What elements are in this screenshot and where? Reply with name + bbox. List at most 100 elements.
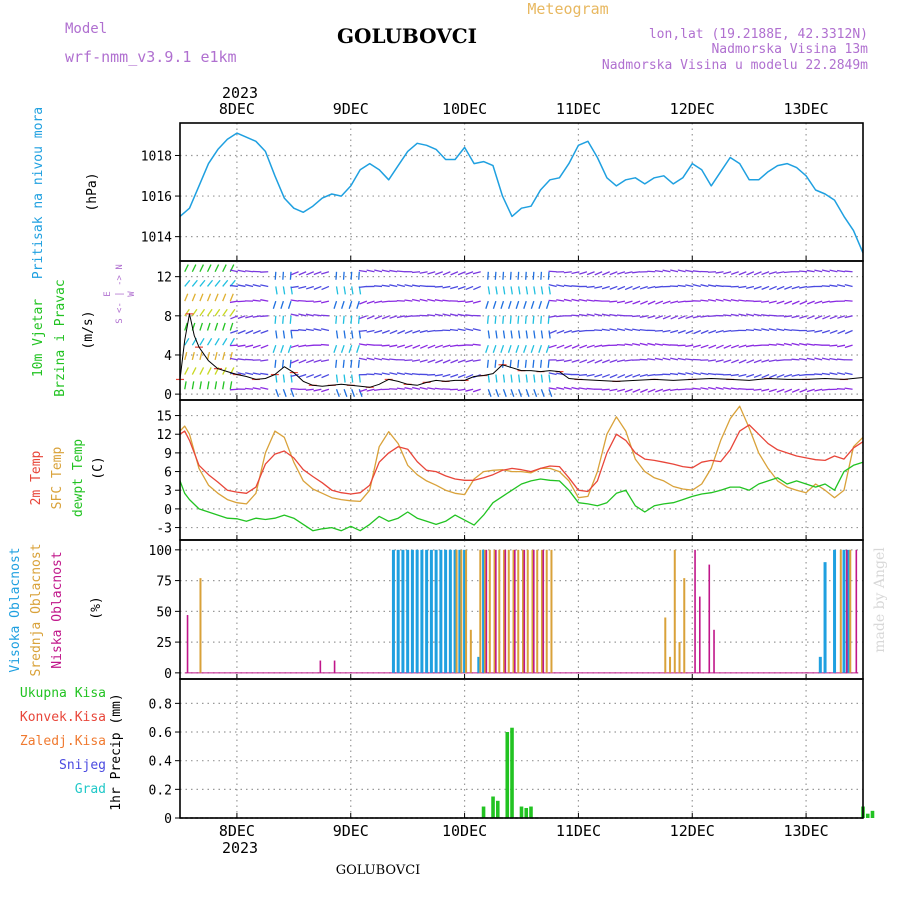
wind-arrow [806,300,815,305]
wind-arrow [287,344,292,353]
wind-arrow [495,286,498,295]
wind-arrow [601,344,610,347]
wind-arrow [237,315,246,320]
wind-arrow [191,293,196,302]
wind-arrow [472,328,481,332]
wind-arrow [563,386,572,390]
cloud-high-bar [818,656,822,673]
wind-arrow [753,359,762,364]
wind-arrow [738,313,747,317]
wind-arrow [594,359,603,364]
wind-arrow [184,293,189,302]
y-tick-label: 1018 [141,149,172,164]
wind-arrow [594,313,603,317]
wind-arrow [358,329,367,332]
wind-arrow [617,373,626,379]
pressure-unit: (hPa) [85,172,100,211]
wind-arrow [776,359,785,362]
wind-arrow [837,344,846,348]
wind-arrow [222,293,227,302]
temp-dew-line [179,461,864,532]
cloud-high-bar [415,549,419,673]
precip-bar [519,806,524,818]
wind-arrow [229,322,234,331]
wind-arrow [821,357,830,361]
wind-arrow [571,344,580,349]
wind-arrow [579,359,588,364]
wind-arrow [350,271,353,280]
wind-arrow [814,388,823,392]
cloud-mid-bar [460,549,463,673]
wind-arrow [708,329,717,334]
wind-arrow [844,329,853,335]
cloud-mid-bar [493,549,496,673]
wind-arrow [412,359,421,362]
wind-arrow [738,285,747,289]
wind-arrow [434,299,443,302]
cloud-high-bar [482,549,486,673]
y-tick-label: 1016 [141,190,172,205]
wind-arrow [837,372,846,376]
wind-arrow [487,374,490,383]
wind-arrow [670,372,679,376]
wind-arrow [245,270,254,273]
wind-arrow [791,315,800,319]
wind-arrow [260,359,269,362]
wind-arrow [404,359,413,362]
wind-arrow [230,315,239,320]
wind-arrow [662,388,671,392]
wind-arrow [404,344,413,349]
wind-arrow [624,300,633,305]
cloud-low-bar [319,660,322,673]
wind-arrow [609,300,618,303]
wind-arrow [609,359,618,363]
wind-arrow [814,343,823,346]
wind-arrow [791,300,800,305]
wind-arrow [730,344,739,349]
wind-arrow [222,264,227,273]
wind-arrow [260,329,269,334]
wind-arrow [639,342,648,346]
wind-arrow [685,344,694,348]
wind-arrow [472,388,481,393]
wind-arrow [632,300,641,305]
wind-arrow [389,269,398,273]
wind-arrow [761,373,770,379]
wind-arrow [654,343,663,346]
wind-arrow [298,285,307,289]
wind-arrow [229,357,238,361]
wind-arrow [381,300,390,303]
wind-arrow [427,359,436,364]
precip-bar [495,800,500,818]
wind-arrow [547,359,550,368]
wind-arrow [578,313,588,317]
cloud-low-bar [495,549,497,673]
cloud-high-bar [391,549,395,673]
wind-arrow [563,284,572,288]
wind-arrow [305,388,314,391]
wind-arrow [609,313,618,317]
wind-arrow [632,285,641,290]
svg-text:W: W [127,291,137,297]
wind-arrow [829,344,838,347]
wind-arrow [305,285,314,290]
wind-arrow [320,300,330,304]
svg-text:S <- | -> N: S <- | -> N [115,264,125,324]
wind-arrow [836,269,846,273]
wind-arrow [313,359,322,363]
precip-bar [865,813,870,818]
wind-arrow [579,344,588,349]
wind-arrow [677,329,686,334]
wind-arrow [237,300,246,303]
wind-arrow [442,344,451,348]
wind-arrow [335,286,339,295]
wind-arrow [272,344,277,353]
wind-arrow [350,315,353,324]
wind-arrow [783,328,792,332]
wind-arrow [715,271,724,274]
wind-arrow [586,285,595,289]
wind-arrow [214,264,220,273]
wind-arrow [510,374,513,383]
y-tick-label: 0 [164,812,172,827]
wind-arrow [685,372,694,376]
